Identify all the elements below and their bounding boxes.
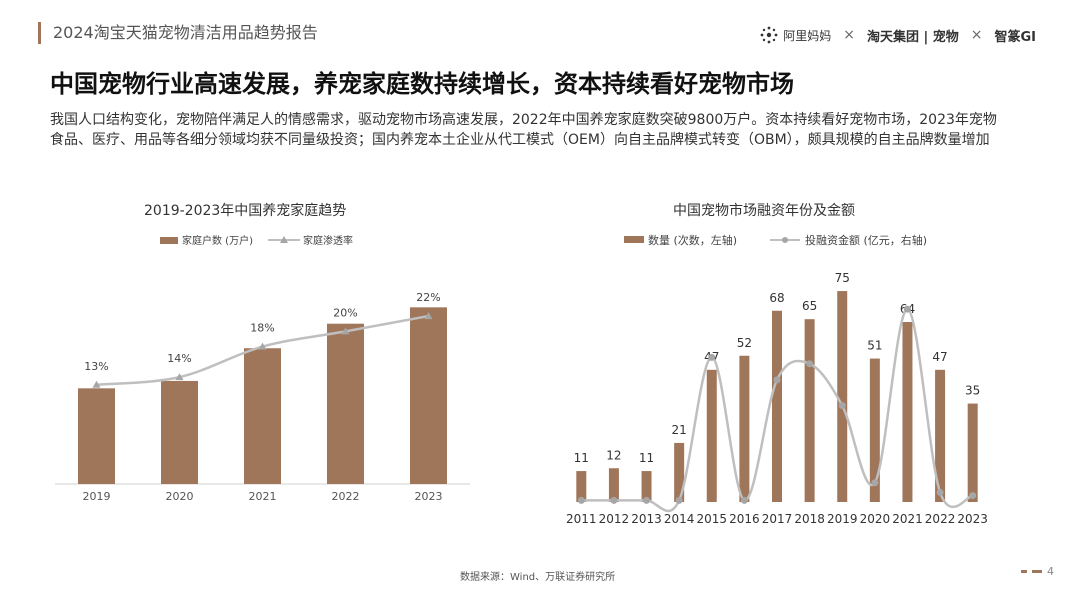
data-label: 51 [867, 339, 882, 353]
bar [674, 442, 685, 502]
data-label: 75 [835, 271, 850, 285]
x-tick-label: 2014 [664, 512, 695, 526]
data-source: 数据来源：Wind、万联证券研究所 [460, 572, 616, 583]
alimama-logo: 阿里妈妈 [759, 25, 831, 45]
bar [739, 355, 750, 502]
line-marker [610, 496, 618, 504]
data-label: 13% [84, 360, 108, 373]
line-marker [258, 342, 267, 350]
logo-separator: × [970, 27, 983, 43]
chart1-title: 2019-2023年中国养宠家庭趋势 [144, 203, 347, 219]
data-label: 11 [574, 451, 589, 465]
line-marker [936, 488, 944, 496]
data-label: 14% [167, 352, 191, 365]
x-tick-label: 2023 [415, 490, 443, 503]
data-label: 21 [672, 423, 687, 437]
x-tick-label: 2022 [332, 490, 360, 503]
legend-label: 数量 (次数，左轴) [648, 233, 737, 247]
logo-separator: × [843, 27, 855, 43]
bar [804, 319, 815, 502]
x-tick-label: 2016 [729, 512, 760, 526]
page-dash [1021, 570, 1027, 573]
data-label: 35 [965, 384, 980, 398]
report-title: 2024淘宝天猫宠物清洁用品趋势报告 [38, 22, 318, 44]
taotian-logo: 淘天集团 | 宠物 [866, 29, 959, 45]
data-label: 68 [769, 291, 784, 305]
x-tick-label: 2015 [696, 512, 727, 526]
legend-label: 投融资金额 (亿元，右轴) [805, 233, 927, 247]
page-number: 4 [1047, 565, 1054, 578]
line-marker [175, 373, 184, 381]
x-tick-label: 2017 [762, 512, 793, 526]
chart2-title: 中国宠物市场融资年份及金额 [673, 203, 855, 219]
bar [967, 403, 978, 502]
page-headline: 中国宠物行业高速发展，养宠家庭数持续增长，资本持续看好宠物市场 [50, 70, 794, 98]
bar [706, 369, 717, 502]
line-marker [969, 492, 977, 500]
line-marker [577, 496, 585, 504]
bar [78, 388, 115, 484]
bar [410, 307, 447, 484]
page-dash [1032, 570, 1042, 573]
line-marker [806, 360, 814, 368]
legend-label: 家庭渗透率 [303, 234, 353, 247]
x-tick-label: 2019 [827, 512, 858, 526]
legend-swatch-bar [624, 236, 644, 243]
legend-swatch-bar [160, 237, 178, 244]
x-tick-label: 2018 [794, 512, 825, 526]
alimama-icon [760, 26, 778, 44]
alimama-logo-text: 阿里妈妈 [783, 28, 832, 43]
line-marker [773, 376, 781, 384]
x-tick-label: 2011 [566, 512, 597, 526]
line-marker [708, 353, 716, 361]
partner-logos: 阿里妈妈 × 淘天集团 | 宠物 × 智篆GI [759, 24, 1036, 46]
zhizhuan-logo: 智篆GI [994, 29, 1036, 45]
page-indicator: 4 [1021, 565, 1054, 578]
bar [244, 348, 281, 484]
intro-paragraph: 我国人口结构变化，宠物陪伴满足人的情感需求，驱动宠物市场高速发展，2022年中国… [50, 112, 997, 148]
data-label: 12 [606, 448, 621, 462]
line-marker [643, 496, 651, 504]
bar [327, 323, 364, 484]
line-marker [424, 312, 433, 320]
x-tick-label: 2023 [957, 512, 988, 526]
line-marker [838, 402, 846, 410]
legend-marker [280, 236, 288, 243]
bar [772, 310, 782, 502]
line-marker [92, 380, 101, 388]
bar [576, 471, 587, 502]
line-marker [740, 496, 748, 504]
x-tick-label: 2020 [860, 512, 891, 526]
line-marker [903, 305, 911, 313]
bar [902, 322, 913, 502]
data-label: 65 [802, 299, 817, 313]
x-tick-label: 2019 [83, 490, 111, 503]
bar [837, 291, 848, 502]
x-tick-label: 2020 [166, 490, 194, 503]
line-marker [341, 327, 350, 335]
data-label: 47 [932, 350, 947, 364]
x-tick-label: 2012 [599, 512, 630, 526]
bar [935, 369, 946, 502]
data-label: 20% [333, 306, 357, 319]
line-marker [675, 496, 683, 504]
bar [608, 468, 619, 502]
data-label: 11 [639, 451, 654, 465]
legend-label: 家庭户数 (万户) [182, 234, 253, 247]
bar [869, 358, 880, 502]
bar [161, 380, 198, 484]
data-label: 52 [737, 336, 752, 350]
x-tick-label: 2021 [249, 490, 277, 503]
legend-marker [782, 237, 788, 243]
x-tick-label: 2022 [925, 512, 956, 526]
line-marker [871, 479, 879, 487]
data-label: 22% [416, 291, 440, 304]
x-tick-label: 2021 [892, 512, 923, 526]
data-label: 18% [250, 322, 274, 335]
bar [641, 471, 652, 502]
x-tick-label: 2013 [631, 512, 662, 526]
